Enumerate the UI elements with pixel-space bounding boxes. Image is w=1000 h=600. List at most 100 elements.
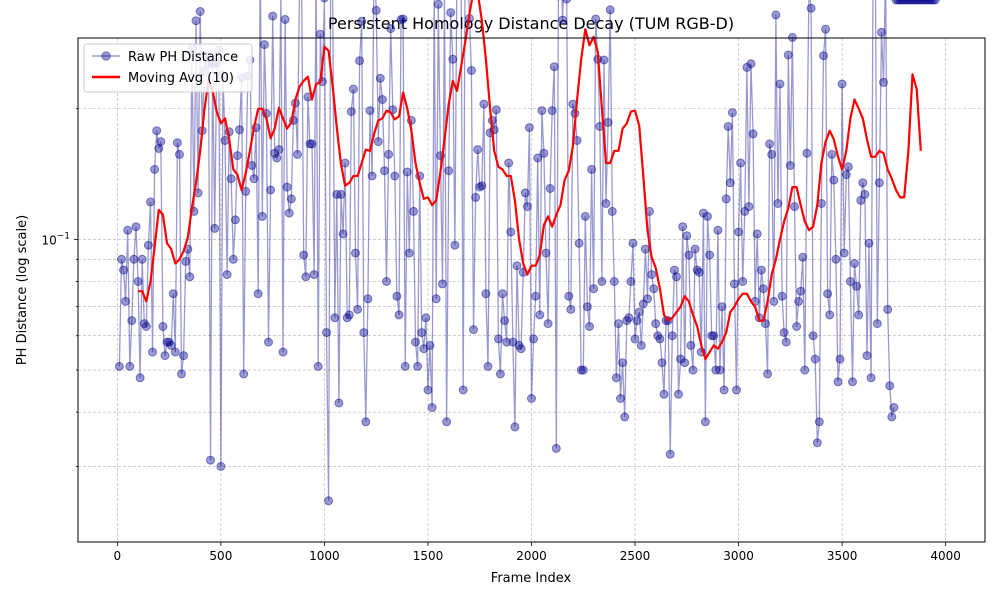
raw-data-point <box>181 256 191 266</box>
raw-data-point <box>346 107 356 117</box>
raw-data-point <box>377 95 387 104</box>
raw-data-point <box>798 252 808 262</box>
raw-data-point <box>466 66 476 75</box>
raw-data-point <box>918 0 928 5</box>
raw-data-point <box>380 166 389 176</box>
raw-data-point <box>417 328 427 338</box>
raw-data-point <box>622 316 632 326</box>
raw-data-point <box>603 117 613 127</box>
raw-data-point <box>580 211 590 221</box>
raw-data-point <box>305 139 315 149</box>
raw-data-point <box>549 62 559 72</box>
raw-data-point <box>655 334 665 344</box>
raw-data-point <box>640 244 650 254</box>
raw-data-point <box>230 215 240 225</box>
raw-data-point <box>510 422 520 432</box>
raw-data-point <box>874 178 884 188</box>
raw-data-point <box>117 254 126 264</box>
raw-data-point <box>790 202 799 212</box>
raw-data-point <box>636 340 646 350</box>
raw-data-point <box>473 145 483 155</box>
raw-data-point <box>672 272 681 282</box>
raw-data-point <box>848 377 857 387</box>
raw-data-point <box>729 279 739 289</box>
raw-data-point <box>475 182 485 192</box>
raw-data-point <box>684 250 694 260</box>
raw-data-point <box>249 174 259 184</box>
raw-data-point <box>643 294 652 304</box>
raw-data-point <box>837 79 847 89</box>
x-tick-label: 4000 <box>930 549 961 563</box>
raw-data-point <box>713 225 723 235</box>
raw-data-point <box>438 279 447 289</box>
raw-data-point <box>502 337 512 347</box>
raw-data-point <box>253 289 263 299</box>
raw-data-point <box>131 222 141 232</box>
raw-data-point <box>506 227 516 237</box>
raw-data-point <box>274 145 284 155</box>
raw-data-point <box>781 337 791 347</box>
raw-data-point <box>738 277 748 286</box>
raw-data-point <box>222 270 232 280</box>
raw-data-point <box>210 223 220 233</box>
raw-data-point <box>235 125 244 135</box>
raw-data-point <box>143 240 153 250</box>
raw-data-point <box>599 55 609 65</box>
raw-data-point <box>392 291 402 301</box>
raw-data-point <box>348 84 358 94</box>
raw-data-point <box>431 294 441 304</box>
raw-data-point <box>409 206 418 216</box>
raw-data-point <box>723 122 733 131</box>
raw-data-point <box>765 139 775 149</box>
raw-data-point <box>367 171 377 181</box>
raw-data-point <box>908 0 917 5</box>
raw-data-point <box>630 334 640 344</box>
raw-data-point <box>154 144 164 153</box>
raw-data-point <box>924 0 934 5</box>
legend-raw-marker-swatch <box>101 51 111 61</box>
raw-data-point <box>819 51 828 61</box>
raw-data-point <box>707 331 717 341</box>
raw-data-point <box>796 286 806 296</box>
raw-data-point <box>185 272 195 282</box>
raw-data-point <box>175 149 184 159</box>
raw-data-point <box>771 10 781 20</box>
raw-data-point <box>591 14 601 24</box>
raw-data-point <box>450 240 460 250</box>
raw-data-point <box>168 289 178 299</box>
raw-data-point <box>920 0 930 5</box>
raw-data-point <box>272 153 282 163</box>
raw-data-point <box>626 277 636 286</box>
raw-data-point <box>160 351 170 361</box>
raw-data-point <box>792 322 802 331</box>
raw-data-point <box>877 27 886 37</box>
raw-data-point <box>835 354 845 364</box>
raw-data-point <box>150 164 160 174</box>
raw-data-point <box>241 186 251 196</box>
raw-data-point <box>448 54 458 64</box>
raw-data-point <box>614 319 623 329</box>
raw-data-point <box>777 291 787 301</box>
raw-data-point <box>148 347 157 357</box>
raw-data-point <box>332 189 342 199</box>
raw-data-point <box>547 106 557 116</box>
raw-data-point <box>657 358 667 368</box>
raw-data-point <box>527 394 536 403</box>
raw-data-point <box>763 369 773 379</box>
x-tick-label: 0 <box>114 549 122 563</box>
raw-data-point <box>177 369 186 379</box>
raw-data-point <box>324 496 334 506</box>
raw-data-point <box>889 403 899 412</box>
raw-data-point <box>705 250 715 260</box>
raw-data-point <box>322 328 331 338</box>
raw-data-point <box>808 331 818 341</box>
raw-data-point <box>806 3 816 13</box>
raw-data-point <box>216 461 226 471</box>
raw-data-point <box>299 250 309 260</box>
raw-data-point <box>903 0 913 5</box>
raw-data-point <box>810 354 820 364</box>
raw-data-point <box>831 254 841 264</box>
raw-data-point <box>895 0 905 5</box>
raw-data-point <box>191 16 201 26</box>
raw-data-point <box>742 62 752 72</box>
